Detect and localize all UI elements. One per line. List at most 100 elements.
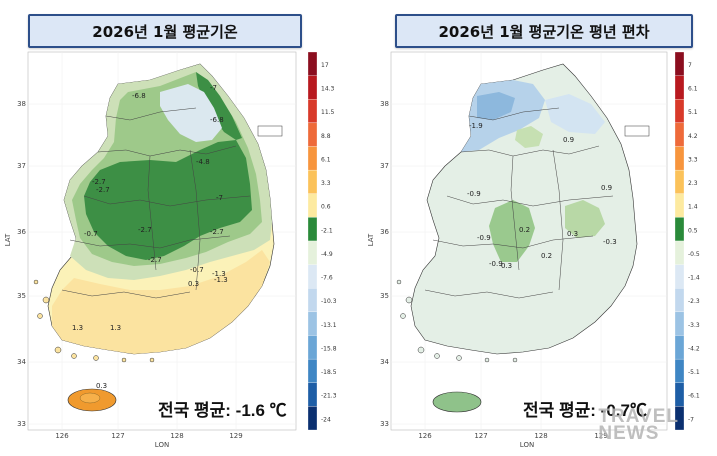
contour-value-label: -2.7 bbox=[148, 256, 162, 264]
legend-swatch bbox=[674, 217, 685, 242]
contour-value-label: 1.3 bbox=[110, 324, 121, 332]
right-scale-box bbox=[624, 125, 650, 137]
legend-label: -18.5 bbox=[321, 369, 337, 376]
contour-value-label: -1.3 bbox=[214, 276, 228, 284]
contour-value-label: 0.3 bbox=[501, 262, 512, 270]
left-band-east-coast bbox=[196, 72, 242, 140]
watermark-logo: TRAVEL NEWS bbox=[598, 407, 679, 443]
legend-swatch bbox=[307, 406, 318, 431]
x-tick-label: 129 bbox=[594, 432, 607, 440]
right-province-lines bbox=[424, 107, 614, 299]
legend-swatch bbox=[674, 146, 685, 171]
contour-value-label: -4.8 bbox=[196, 158, 210, 166]
legend-swatch bbox=[674, 122, 685, 147]
contour-value-label: -0.7 bbox=[84, 230, 98, 238]
legend-label: -5.1 bbox=[688, 369, 700, 376]
legend-swatch bbox=[674, 99, 685, 124]
left-scale-box bbox=[257, 125, 283, 137]
contour-value-label: -0.9 bbox=[477, 234, 491, 242]
legend-label: -0.5 bbox=[688, 251, 700, 258]
legend-label: -24 bbox=[321, 416, 331, 423]
legend-label: 0.5 bbox=[688, 227, 698, 234]
contour-value-label: -6.8 bbox=[132, 92, 146, 100]
legend-swatch bbox=[307, 382, 318, 407]
legend-swatch bbox=[674, 75, 685, 100]
right-y-axis-label: LAT bbox=[367, 233, 375, 246]
y-tick-label: 37 bbox=[17, 162, 26, 170]
y-tick-label: 38 bbox=[17, 100, 26, 108]
contour-value-label: -7 bbox=[210, 84, 217, 92]
legend-label: -6.1 bbox=[688, 393, 700, 400]
x-tick-label: 126 bbox=[418, 432, 432, 440]
legend-swatch bbox=[674, 406, 685, 431]
right-x-axis-label: LON bbox=[520, 441, 534, 449]
contour-value-label: -0.9 bbox=[489, 260, 503, 268]
legend-label: 8.8 bbox=[321, 133, 331, 140]
y-tick-label: 35 bbox=[380, 292, 389, 300]
left-x-axis-label: LON bbox=[155, 441, 169, 449]
left-color-legend: 17 14.3 11.5 8.8 6.1 3.3 0.6 -2.1 -4.9 -7.6 -10.3 -… bbox=[307, 51, 337, 431]
y-tick-label: 38 bbox=[380, 100, 389, 108]
y-tick-label: 37 bbox=[380, 162, 389, 170]
legend-label: 3.3 bbox=[321, 180, 331, 187]
contour-value-label: 0.3 bbox=[188, 280, 199, 288]
left-band-cold-core bbox=[160, 84, 222, 142]
left-province-lines bbox=[61, 107, 251, 299]
legend-label: 5.1 bbox=[688, 109, 698, 116]
legend-label: -4.2 bbox=[688, 345, 700, 352]
legend-label: -2.1 bbox=[321, 227, 333, 234]
left-band-south-warm bbox=[52, 250, 270, 354]
legend-label: 14.3 bbox=[321, 86, 335, 93]
legend-swatch bbox=[307, 264, 318, 289]
legend-swatch bbox=[674, 51, 685, 76]
legend-swatch bbox=[307, 99, 318, 124]
right-band-green-center bbox=[489, 200, 535, 262]
contour-value-label: -0.9 bbox=[467, 190, 481, 198]
legend-swatch bbox=[307, 311, 318, 336]
right-band-deep-blue bbox=[477, 92, 515, 120]
right-map-figure: -1.9-0.90.9-0.90.90.2-0.90.30.20.3-0.3 1… bbox=[367, 51, 700, 449]
left-band-dark-green bbox=[84, 140, 252, 260]
x-tick-label: 128 bbox=[534, 432, 547, 440]
contour-value-label: -2.7 bbox=[96, 186, 110, 194]
contour-value-label: 0.3 bbox=[567, 230, 578, 238]
left-y-ticks: 38 37 36 35 34 33 bbox=[17, 100, 26, 428]
left-islands bbox=[33, 279, 155, 363]
contour-value-label: 1.3 bbox=[72, 324, 83, 332]
legend-label: -13.1 bbox=[321, 322, 337, 329]
x-tick-label: 128 bbox=[170, 432, 183, 440]
contour-value-label: 0.9 bbox=[563, 136, 574, 144]
legend-swatch bbox=[674, 240, 685, 265]
legend-swatch bbox=[307, 335, 318, 360]
right-islands bbox=[396, 279, 518, 363]
legend-swatch bbox=[674, 193, 685, 218]
contour-value-label: -2.7 bbox=[92, 178, 106, 186]
left-map-figure: -6.8-7-6.8-2.7-4.8-7-2.7-2.7-2.7-0.7-2.7… bbox=[4, 51, 337, 449]
right-map-title: 2026년 1월 평균기온 평년 편차 bbox=[395, 14, 693, 48]
y-tick-label: 34 bbox=[17, 358, 26, 366]
contour-value-label: 0.9 bbox=[601, 184, 612, 192]
y-tick-label: 33 bbox=[17, 420, 26, 428]
legend-label: -4.9 bbox=[321, 251, 333, 258]
legend-swatch bbox=[307, 217, 318, 242]
right-x-ticks: 126 127 128 129 bbox=[418, 432, 607, 440]
legend-label: 0.6 bbox=[321, 204, 331, 211]
x-tick-label: 127 bbox=[111, 432, 124, 440]
y-tick-label: 33 bbox=[380, 420, 389, 428]
right-y-ticks: 38 37 36 35 34 33 bbox=[380, 100, 389, 428]
legend-label: 11.5 bbox=[321, 109, 335, 116]
contour-value-label: 0.3 bbox=[96, 382, 107, 390]
legend-label: -7 bbox=[688, 416, 694, 423]
right-map-panel: 2026년 1월 평균기온 평년 편차 bbox=[359, 0, 717, 456]
legend-label: -2.3 bbox=[688, 298, 700, 305]
legend-swatch bbox=[307, 51, 318, 76]
legend-swatch bbox=[674, 358, 685, 383]
legend-swatch bbox=[674, 288, 685, 313]
contour-value-label: -0.7 bbox=[190, 266, 204, 274]
y-tick-label: 36 bbox=[380, 228, 389, 236]
legend-label: 6.1 bbox=[688, 86, 698, 93]
legend-swatch bbox=[307, 240, 318, 265]
left-map-panel: 2026년 1월 평균기온 bbox=[0, 0, 358, 456]
right-band-green-north bbox=[515, 126, 543, 148]
contour-value-label: -6.8 bbox=[210, 116, 224, 124]
